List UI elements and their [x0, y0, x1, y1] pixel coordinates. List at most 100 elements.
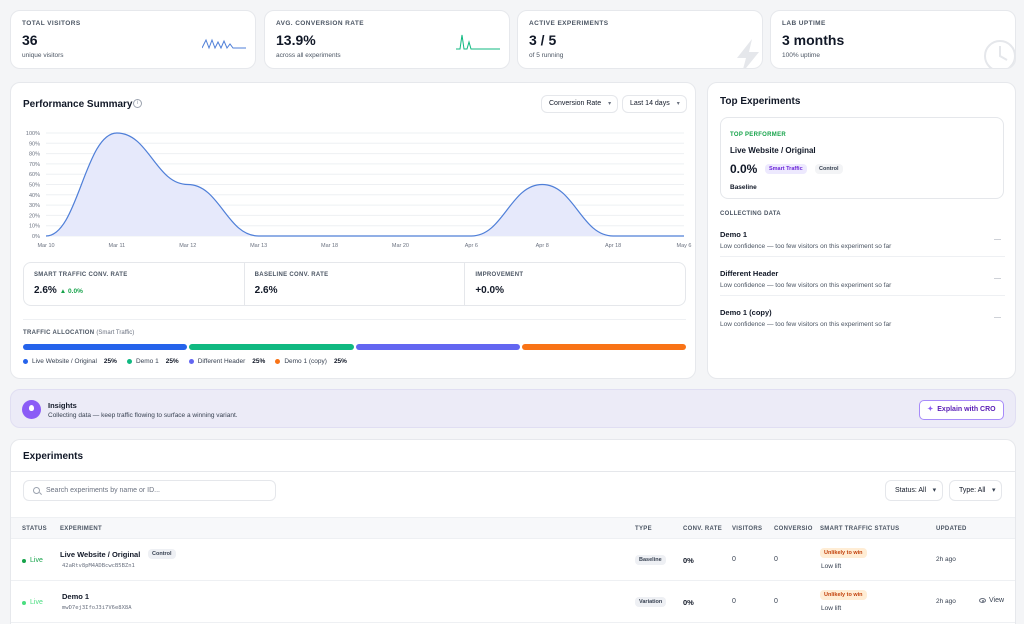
collecting-item-desc: Low confidence — too few visitors on thi…: [720, 243, 892, 250]
legend-item: Demo 1 25%: [126, 358, 179, 365]
x-tick-label: Apr 8: [536, 243, 549, 249]
experiment-id: 42aRtv8pM4ADBcwcB5BZn1: [62, 563, 135, 569]
table-row[interactable]: Live Live Website / Original Control 42a…: [11, 540, 1015, 581]
legend-dot: [275, 359, 281, 364]
table-header: STATUS EXPERIMENT TYPE CONV. RATE VISITO…: [11, 517, 1015, 539]
legend-dot: [126, 359, 132, 364]
collecting-item[interactable]: Demo 1 (copy) Low confidence — too few v…: [720, 298, 1005, 335]
stat-sub: unique visitors: [22, 52, 64, 59]
collecting-item-name: Demo 1: [720, 230, 748, 239]
stat-value: 3 months: [782, 32, 845, 48]
sparkle-icon: ✦: [927, 406, 934, 413]
metric-baseline: BASELINE CONV. RATE 2.6%: [245, 263, 466, 305]
performance-chart: 0% 10% 20% 30% 40% 50% 60% 70% 80% 90% 100% Mar 10 M…: [26, 131, 692, 249]
status-text: Live: [30, 557, 43, 564]
x-tick-label: Apr 18: [605, 243, 621, 249]
metric-improvement: IMPROVEMENT +0.0%: [465, 263, 685, 305]
performance-summary-panel: Performance Summary i Conversion Rate La…: [10, 82, 696, 379]
conv-rate: 0%: [683, 556, 694, 565]
collecting-item-value: —: [994, 314, 1001, 321]
legend-dot: [188, 359, 194, 364]
stat-value: 13.9%: [276, 32, 316, 48]
legend-name: Different Header: [197, 358, 246, 365]
metric-value-text: 2.6%: [34, 285, 57, 296]
visitors: 0: [732, 556, 736, 563]
y-tick-label: 80%: [29, 152, 40, 158]
y-tick-label: 100%: [26, 131, 40, 137]
search-placeholder: Search experiments by name or ID...: [46, 487, 160, 494]
collecting-item-desc: Low confidence — too few visitors on thi…: [720, 321, 892, 328]
column-header-status[interactable]: STATUS: [22, 526, 47, 532]
metric-value: +0.0%: [475, 285, 504, 296]
y-tick-label: 40%: [29, 193, 40, 199]
traffic-allocation-bar: [23, 344, 686, 350]
info-icon[interactable]: i: [133, 99, 142, 108]
column-header-visitors[interactable]: VISITORS: [732, 526, 763, 532]
y-tick-label: 20%: [29, 213, 40, 219]
y-tick-label: 0%: [32, 234, 40, 240]
metric-dropdown[interactable]: Conversion Rate: [541, 95, 619, 113]
control-tag: Control: [148, 549, 176, 559]
status-text: Live: [30, 599, 43, 606]
metric-label: BASELINE CONV. RATE: [254, 272, 329, 278]
smart-traffic-status: Unlikely to win: [820, 590, 867, 600]
experiment-name[interactable]: Demo 1: [62, 592, 90, 601]
series-line: [45, 132, 684, 237]
metric-label: SMART TRAFFIC CONV. RATE: [34, 272, 128, 278]
stat-value: 3 / 5: [529, 32, 557, 48]
column-header-conversions[interactable]: CONVERSIO: [774, 526, 813, 532]
divider: [23, 319, 686, 320]
top-performer-value: 0.0%: [730, 162, 758, 176]
lightning-icon: [737, 39, 759, 68]
stat-sub: 100% uptime: [782, 52, 820, 59]
range-dropdown[interactable]: Last 14 days: [622, 95, 687, 113]
legend-pct: 25%: [333, 358, 347, 365]
metric-label: IMPROVEMENT: [475, 272, 524, 278]
type-badge: Baseline: [635, 555, 666, 565]
collecting-data-label: COLLECTING DATA: [720, 211, 781, 217]
conv-rate: 0%: [683, 598, 694, 607]
x-tick-label: Apr 6: [465, 243, 478, 249]
sparkline-icon: [202, 38, 246, 50]
y-tick-label: 70%: [29, 162, 40, 168]
table-row[interactable]: Live Demo 1 mwD7ej3IfoJ3i7V6e8X8A Variat…: [11, 582, 1015, 623]
stat-label: ACTIVE EXPERIMENTS: [529, 20, 609, 27]
x-tick-label: Mar 20: [392, 243, 409, 249]
experiment-name[interactable]: Live Website / Original: [60, 550, 141, 559]
column-header-smart-traffic-status[interactable]: SMART TRAFFIC STATUS: [820, 526, 900, 532]
metric-delta: ▲ 0.0%: [59, 288, 83, 295]
insights-banner: Insights Collecting data — keep traffic …: [10, 389, 1016, 428]
top-performer-card[interactable]: TOP PERFORMER Live Website / Original 0.…: [720, 117, 1004, 199]
metrics-row: SMART TRAFFIC CONV. RATE 2.6% ▲ 0.0% BASE…: [23, 262, 686, 306]
experiment-id: mwD7ej3IfoJ3i7V6e8X8A: [62, 605, 132, 611]
column-header-type[interactable]: TYPE: [635, 526, 652, 532]
allocation-segment: [355, 344, 520, 350]
eye-icon: [979, 598, 986, 603]
metric-smart-traffic: SMART TRAFFIC CONV. RATE 2.6% ▲ 0.0%: [24, 263, 245, 305]
stat-card-total-visitors: TOTAL VISITORS 36 unique visitors: [10, 10, 256, 69]
column-header-conv-rate[interactable]: CONV. RATE: [683, 526, 723, 532]
view-button[interactable]: View: [979, 597, 1004, 604]
allocation-legend: Live Website / Original 25% Demo 1 25% Dif…: [23, 358, 347, 365]
column-header-experiment[interactable]: EXPERIMENT: [60, 526, 103, 532]
legend-pct: 25%: [165, 358, 179, 365]
x-tick-label: Mar 18: [321, 243, 338, 249]
legend-item: Demo 1 (copy) 25%: [275, 358, 347, 365]
smart-traffic-status: Unlikely to win: [820, 548, 867, 558]
search-input[interactable]: Search experiments by name or ID...: [23, 480, 276, 501]
type-filter-dropdown[interactable]: Type: All: [949, 480, 1003, 501]
stat-value: 36: [22, 32, 38, 48]
x-tick-label: Mar 12: [179, 243, 196, 249]
updated: 2h ago: [936, 556, 956, 563]
collecting-item[interactable]: Demo 1 Low confidence — too few visitors…: [720, 220, 1005, 257]
top-experiments-title: Top Experiments: [720, 96, 801, 107]
column-header-updated[interactable]: UPDATED: [936, 526, 967, 532]
conversions: 0: [774, 556, 778, 563]
status-dot: [22, 558, 26, 563]
status-filter-dropdown[interactable]: Status: All: [885, 480, 944, 501]
experiments-panel: Experiments Search experiments by name o…: [10, 439, 1016, 624]
traffic-allocation-sublabel: (Smart Traffic): [96, 330, 135, 336]
x-tick-label: Mar 11: [109, 243, 126, 249]
collecting-item[interactable]: Different Header Low confidence — too fe…: [720, 259, 1005, 296]
explain-with-cro-button[interactable]: ✦ Explain with CRO: [919, 400, 1004, 420]
